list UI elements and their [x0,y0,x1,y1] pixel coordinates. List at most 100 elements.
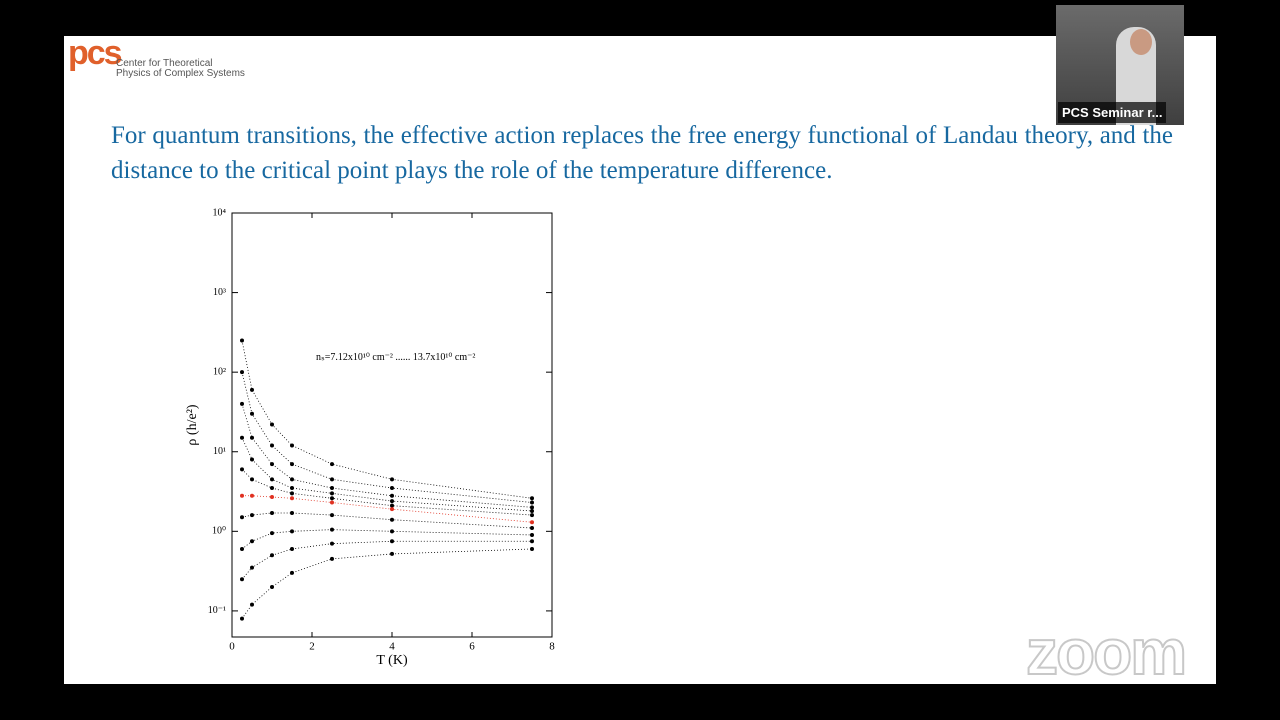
data-point [530,539,534,544]
data-point [250,457,254,462]
data-point [270,486,274,491]
data-point [250,565,254,570]
watermark: zoom [1025,615,1188,689]
data-point [270,584,274,589]
data-point [330,541,334,546]
data-point [390,529,394,534]
series-line [241,512,533,529]
data-point [250,435,254,440]
slide: pcs Center for Theoretical Physics of Co… [64,34,1216,684]
data-point [270,477,274,482]
data-point [390,493,394,498]
data-point [530,546,534,551]
data-point [530,505,534,510]
data-point [330,486,334,491]
data-point [250,539,254,544]
data-point [530,500,534,505]
data-point [390,499,394,504]
data-point [530,526,534,531]
data-point [290,570,294,575]
data-point [290,477,294,482]
annotation: nₛ=7.12x10¹⁰ cm⁻² ...... 13.7x10¹⁰ cm⁻² [316,352,475,363]
data-point [250,493,254,498]
data-point [270,443,274,448]
data-point [240,515,244,520]
slide-text: For quantum transitions, the effective a… [111,122,1173,184]
data-point [290,546,294,551]
logo-text: Center for Theoretical [116,58,213,69]
data-point [390,477,394,482]
data-point [390,551,394,556]
logo-mark: pcs [68,34,123,72]
data-point [330,500,334,505]
series-line [241,403,533,508]
data-point [240,370,244,375]
data-point [330,496,334,501]
data-point [530,496,534,501]
participant-video[interactable]: PCS Seminar r... [1056,5,1184,125]
data-point [240,338,244,343]
data-point [240,401,244,406]
plot-frame [231,212,553,638]
data-point [270,531,274,536]
data-point [250,602,254,607]
y-tick-label: 10² [213,366,226,377]
data-point [290,443,294,448]
data-point [270,494,274,499]
series-line [241,437,533,512]
series-line [241,372,533,503]
data-point [390,486,394,491]
data-point [270,462,274,467]
data-point [240,577,244,582]
data-point [250,477,254,482]
data-point [330,527,334,532]
x-tick-label: 4 [389,641,395,653]
data-point [330,491,334,496]
data-point [390,507,394,512]
series-line [241,529,533,550]
data-point [250,411,254,416]
data-point [330,556,334,561]
y-tick-label: 10⁰ [212,526,226,537]
y-tick-label: 10³ [213,287,226,298]
data-point [330,477,334,482]
x-tick-label: 0 [229,641,235,653]
data-point [250,513,254,518]
logo-text: Physics of Complex Systems [116,68,245,79]
y-axis-label: ρ (h/e²) [185,404,200,445]
series-line [242,495,533,523]
y-tick-label: 10⁻¹ [208,605,226,616]
data-point [530,520,534,525]
data-point [240,435,244,440]
data-point [270,510,274,515]
x-tick-label: 2 [309,641,315,653]
data-point [390,539,394,544]
y-tick-label: 10⁴ [213,207,227,218]
person-head [1130,29,1152,55]
data-point [250,387,254,392]
data-point [530,513,534,518]
data-point [270,422,274,427]
data-point [240,493,244,498]
x-axis-label: T (K) [376,653,408,668]
data-point [330,462,334,467]
data-point [240,467,244,472]
series-line [241,340,533,499]
data-point [390,503,394,508]
data-point [290,486,294,491]
data-point [290,510,294,515]
data-point [290,529,294,534]
data-point [240,616,244,621]
data-point [290,491,294,496]
data-point [290,462,294,467]
series-line [241,548,533,619]
data-point [530,509,534,514]
data-point [240,546,244,551]
x-tick-label: 8 [549,641,555,653]
series-line [241,469,533,516]
x-tick-label: 6 [469,641,475,653]
series-line [241,540,532,580]
data-point [530,532,534,537]
